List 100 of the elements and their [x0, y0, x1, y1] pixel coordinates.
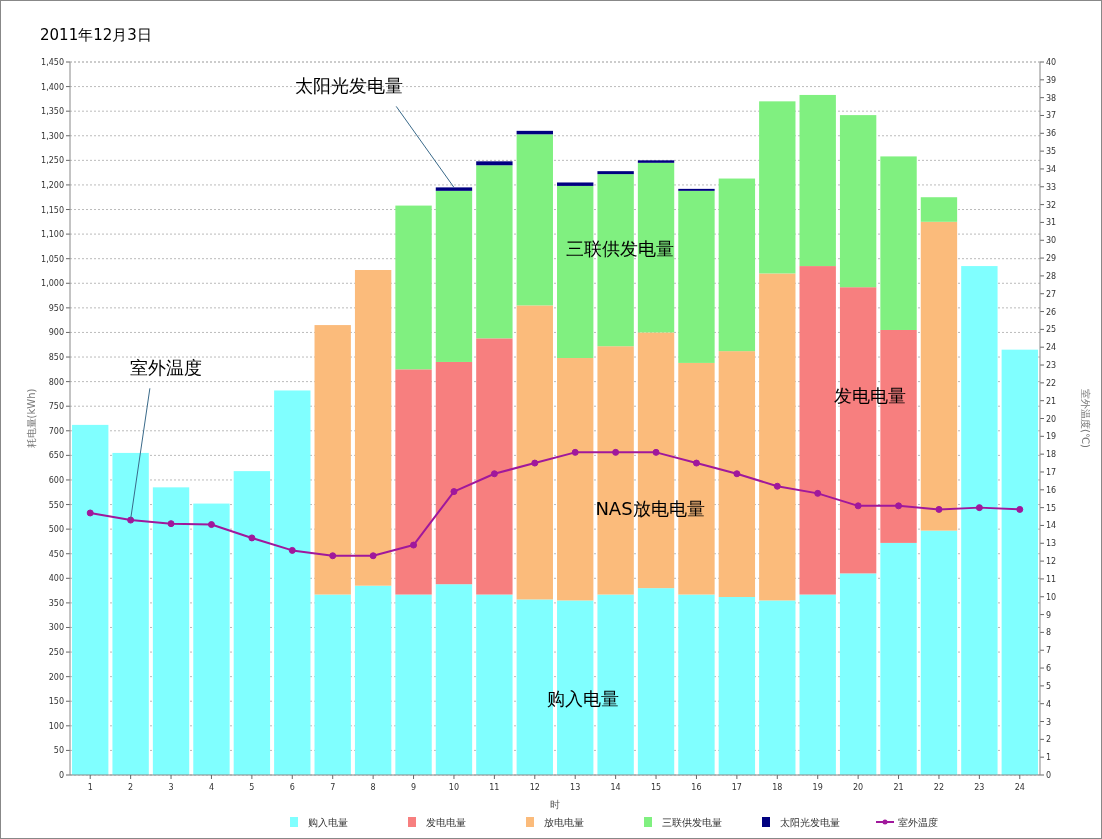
y2-tick-label: 8	[1046, 628, 1052, 638]
x-tick-label: 8	[370, 783, 376, 792]
y-tick-label: 150	[48, 697, 64, 707]
y2-tick-label: 19	[1046, 432, 1057, 442]
y2-tick-label: 31	[1046, 218, 1057, 228]
bar	[435, 361, 473, 585]
y2-tick-label: 17	[1046, 467, 1057, 477]
y-tick-label: 700	[48, 426, 64, 436]
y2-tick-label: 13	[1046, 539, 1057, 549]
bar	[112, 452, 149, 775]
bar	[72, 424, 109, 775]
point	[450, 488, 458, 496]
point	[288, 546, 296, 554]
y2-tick-label: 11	[1046, 574, 1057, 584]
legend-label: 购入电量	[308, 817, 348, 828]
y-tick-label: 600	[48, 475, 64, 485]
y2-axis-title: 室外温度(℃)	[1080, 388, 1091, 449]
y2-tick-label: 33	[1046, 182, 1057, 192]
y2-tick-label: 15	[1046, 503, 1057, 513]
bar	[354, 270, 392, 586]
x-tick-label: 23	[974, 783, 985, 792]
y2-tick-label: 38	[1046, 93, 1057, 103]
annotation: 室外温度	[129, 357, 202, 379]
x-tick-label: 16	[691, 783, 702, 792]
y2-tick-label: 32	[1046, 200, 1057, 210]
bar	[637, 162, 675, 333]
y2-tick-label: 21	[1046, 396, 1057, 406]
y-tick-label: 500	[48, 525, 64, 535]
bar	[759, 600, 796, 775]
bar	[597, 171, 634, 175]
y-tick-label: 1,200	[41, 180, 64, 190]
chart-title: 2011年12月3日	[40, 26, 152, 44]
x-tick-label: 15	[650, 783, 662, 792]
bar	[193, 503, 230, 775]
bar	[920, 221, 958, 531]
legend-label: 室外温度	[898, 817, 938, 828]
bar	[920, 197, 958, 222]
y2-tick-label: 18	[1046, 450, 1057, 460]
bar	[637, 588, 675, 775]
y2-tick-label: 22	[1046, 378, 1057, 388]
y-tick-label: 1,300	[41, 131, 64, 141]
y2-tick-label: 1	[1046, 753, 1052, 763]
y-tick-label: 1,000	[41, 279, 64, 289]
y2-tick-label: 16	[1046, 485, 1057, 495]
bar	[476, 165, 513, 339]
bar	[435, 187, 473, 191]
x-tick-label: 5	[249, 783, 255, 792]
bar	[516, 134, 553, 306]
x-tick-label: 20	[853, 783, 864, 792]
bar	[799, 594, 836, 775]
x-tick-label: 1	[87, 783, 93, 792]
bar	[435, 190, 473, 362]
bar	[557, 358, 594, 601]
y-tick-label: 250	[48, 648, 64, 658]
y-tick-label: 650	[48, 451, 64, 461]
bar	[395, 369, 432, 595]
x-tick-label: 19	[812, 783, 823, 792]
y2-tick-label: 9	[1046, 610, 1052, 620]
bar	[880, 542, 917, 775]
x-tick-label: 12	[529, 783, 540, 792]
bar	[839, 573, 877, 775]
bar	[233, 471, 271, 775]
x-tick-label: 24	[1014, 783, 1025, 792]
x-tick-label: 21	[893, 783, 904, 792]
y2-tick-label: 7	[1046, 646, 1052, 656]
y2-tick-label: 36	[1046, 129, 1057, 139]
bar	[799, 266, 836, 595]
point	[207, 521, 215, 529]
y-tick-label: 850	[48, 353, 64, 363]
annotation: 购入电量	[547, 688, 619, 709]
legend-label: 放电电量	[544, 817, 584, 828]
annotation: 三联供发电量	[566, 238, 674, 259]
point	[692, 459, 700, 467]
y2-tick-label: 20	[1046, 414, 1057, 424]
bar	[799, 94, 836, 267]
x-tick-label: 3	[168, 783, 174, 792]
bar	[597, 346, 634, 595]
y2-tick-label: 37	[1046, 111, 1057, 121]
bar	[880, 156, 917, 330]
point	[854, 502, 862, 510]
y2-tick-label: 30	[1046, 236, 1057, 246]
y2-tick-label: 34	[1046, 164, 1057, 174]
y-tick-label: 400	[48, 574, 64, 584]
point	[329, 552, 337, 560]
point	[1016, 505, 1024, 513]
y2-tick-label: 0	[1046, 771, 1052, 780]
y-tick-label: 1,400	[41, 82, 64, 92]
y-tick-label: 900	[48, 328, 64, 338]
y-tick-label: 1,250	[41, 156, 64, 166]
point	[410, 541, 418, 549]
y-tick-label: 450	[48, 549, 64, 559]
bar	[557, 182, 594, 186]
bar	[476, 161, 513, 166]
point	[167, 520, 175, 528]
bar	[718, 597, 756, 775]
x-tick-label: 22	[933, 783, 945, 792]
legend-label: 三联供发电量	[662, 817, 722, 828]
y2-tick-label: 28	[1046, 271, 1057, 281]
x-tick-label: 13	[570, 783, 581, 792]
point	[975, 504, 983, 512]
